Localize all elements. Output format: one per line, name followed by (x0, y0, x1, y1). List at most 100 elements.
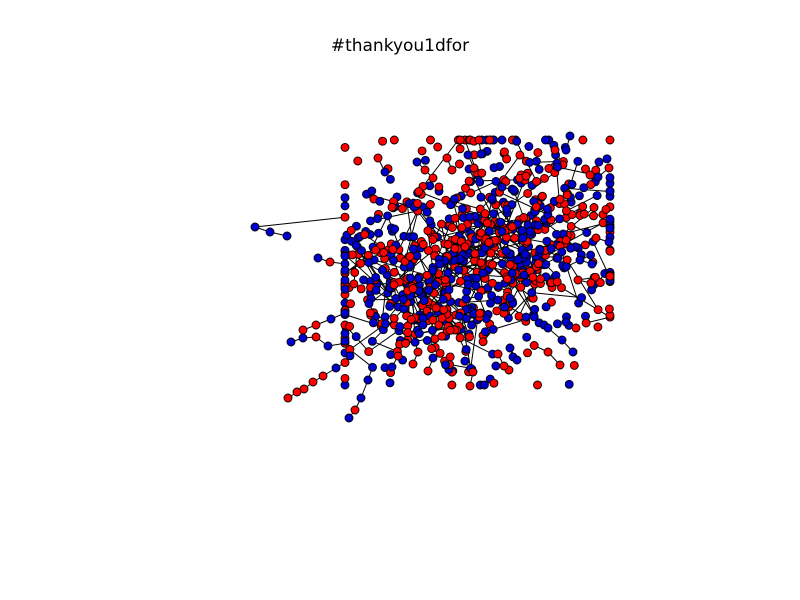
graph-node (543, 323, 553, 333)
graph-node (489, 378, 499, 388)
graph-node (486, 298, 495, 308)
graph-node (326, 314, 336, 324)
graph-node (502, 204, 512, 214)
graph-node (564, 379, 574, 389)
graph-node (389, 256, 398, 265)
graph-node (455, 333, 465, 343)
graph-node (497, 135, 507, 145)
graph-node (589, 203, 599, 212)
graph-node (346, 225, 356, 235)
graph-edge (418, 191, 463, 210)
graph-node (479, 380, 489, 390)
graph-node (365, 308, 375, 318)
graph-node (550, 145, 560, 155)
graph-node (469, 163, 479, 173)
graph-node (406, 314, 416, 324)
graph-node (587, 259, 597, 269)
graph-node (403, 328, 413, 338)
graph-node (340, 251, 350, 261)
graph-node (484, 238, 494, 247)
graph-node (472, 273, 482, 283)
graph-node (593, 172, 603, 182)
graph-node (371, 285, 381, 295)
graph-node (461, 183, 470, 193)
graph-node (408, 284, 418, 294)
graph-node (388, 244, 398, 254)
graph-node (340, 201, 350, 211)
graph-node (313, 253, 323, 263)
graph-node (581, 318, 591, 328)
graph-node (499, 361, 509, 371)
graph-node (340, 373, 350, 383)
graph-node (380, 167, 390, 177)
graph-node (500, 302, 509, 312)
graph-node (525, 157, 535, 167)
graph-node (408, 359, 418, 369)
graph-node (535, 245, 545, 255)
graph-node (553, 162, 563, 172)
graph-node (521, 171, 531, 181)
graph-node (553, 253, 563, 263)
graph-node (534, 164, 544, 174)
graph-node (502, 274, 512, 284)
graph-node (487, 278, 497, 288)
graph-node (497, 226, 507, 236)
graph-node (357, 246, 366, 256)
graph-node (398, 295, 408, 304)
graph-node (450, 244, 460, 253)
graph-node (573, 275, 583, 285)
graph-node (501, 246, 511, 256)
graph-node (424, 285, 434, 295)
graph-node (528, 272, 538, 282)
graph-node (379, 248, 389, 257)
graph-node (516, 282, 526, 292)
graph-node (423, 366, 433, 376)
graph-node (389, 280, 399, 290)
graph-node (499, 147, 509, 157)
graph-node (478, 337, 488, 347)
graph-node (465, 381, 475, 391)
graph-node (552, 319, 562, 329)
graph-node (433, 142, 443, 152)
graph-node (488, 324, 498, 334)
graph-node (419, 296, 429, 306)
graph-node (605, 214, 615, 224)
graph-node (364, 299, 374, 309)
graph-node (561, 206, 571, 216)
graph-node (356, 284, 366, 294)
graph-node (351, 240, 361, 250)
graph-node (577, 293, 587, 303)
graph-node (418, 320, 428, 330)
graph-node (345, 351, 355, 361)
graph-node (530, 304, 540, 314)
graph-node (478, 268, 488, 278)
graph-node (512, 136, 522, 146)
graph-node (351, 332, 361, 342)
graph-node (391, 294, 401, 303)
graph-node (555, 194, 565, 204)
graph-node (441, 360, 451, 370)
graph-node (561, 317, 571, 327)
graph-node (532, 177, 541, 186)
graph-node (460, 356, 470, 366)
graph-edge (460, 312, 472, 369)
graph-node (593, 305, 603, 315)
graph-node (605, 186, 615, 196)
graph-edge (512, 283, 534, 316)
graph-node (455, 135, 465, 145)
graph-node (557, 247, 567, 257)
graph-node (445, 325, 455, 335)
graph-node (371, 272, 381, 282)
graph-node (367, 336, 377, 346)
graph-node (425, 216, 435, 226)
graph-node (561, 262, 571, 272)
graph-node (340, 308, 350, 318)
graph-node (474, 291, 484, 301)
graph-node (311, 332, 321, 342)
graph-node (431, 303, 441, 313)
graph-node (471, 281, 481, 291)
graph-node (350, 405, 360, 415)
graph-node (489, 209, 499, 219)
graph-node (349, 279, 359, 289)
graph-node (521, 312, 531, 322)
